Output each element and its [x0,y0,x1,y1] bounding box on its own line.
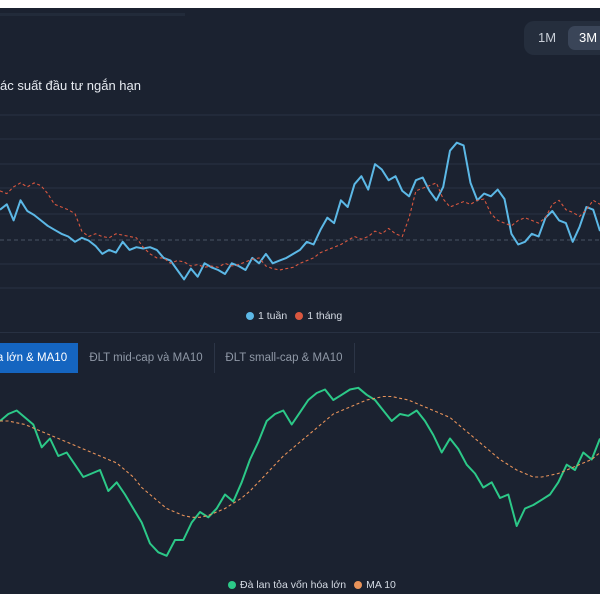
series-line-0 [0,141,600,281]
range-1m-button[interactable]: 1M [537,30,557,45]
tab-large-cap-ma10[interactable]: a lớn & MA10 [0,343,78,373]
range-selector: 1M 3M [524,21,600,55]
legend-label: 1 tháng [307,310,343,322]
top-chart-legend: 1 tuần 1 tháng [246,310,350,322]
legend-item-1-tuan[interactable]: 1 tuần [246,310,287,322]
legend-dot-icon [228,581,236,589]
range-3m-button[interactable]: 3M [568,26,600,50]
legend-label: 1 tuần [258,310,288,322]
top-strip [0,8,600,22]
section-divider [0,332,600,333]
app-screen: 1M 3M ác suất đầu tư ngắn hạn 1 tuần 1 t… [0,8,600,594]
tab-mid-cap-ma10[interactable]: ĐLT mid-cap và MA10 [78,343,215,373]
series-line-1 [0,395,600,518]
legend-label: MA 10 [366,579,396,591]
spread-line-chart [0,386,600,557]
legend-label: Đà lan tỏa vốn hóa lớn [240,579,347,591]
legend-item-ma10[interactable]: MA 10 [354,579,396,591]
legend-item-1-thang[interactable]: 1 tháng [295,310,342,322]
legend-item-spread[interactable]: Đà lan tỏa vốn hóa lớn [228,579,346,591]
top-chart-title: ác suất đầu tư ngắn hạn [0,78,141,93]
probability-line-chart [0,114,600,289]
legend-dot-icon [354,581,363,589]
legend-dot-icon [246,312,254,320]
bottom-chart-legend: Đà lan tỏa vốn hóa lớn MA 10 [228,579,404,591]
top-divider [0,13,185,16]
series-line-0 [0,386,600,557]
series-line-1 [0,182,600,271]
tab-small-cap-ma10[interactable]: ĐLT small-cap & MA10 [214,343,355,373]
legend-dot-icon [295,312,304,320]
